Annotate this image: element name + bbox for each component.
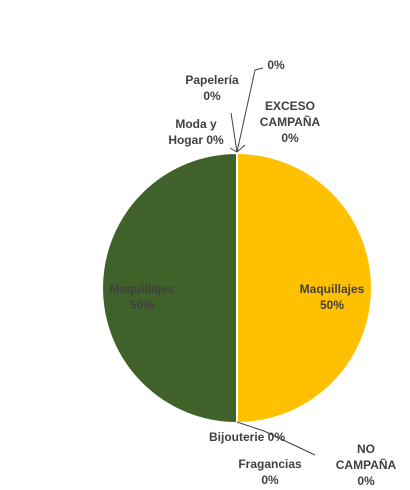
leader-line-no-campana-1 (236, 421, 316, 456)
data-label-no-campana-1: NO CAMPAÑA 0% (336, 442, 397, 488)
data-label-moda-y-hogar-5: Moda y Hogar 0% (168, 117, 224, 147)
leader-lines (229, 67, 316, 456)
data-label-bijouterie-3: Bijouterie 0% (209, 430, 285, 444)
data-labels: Maquillajes 50% NO CAMPAÑA 0% Fragancias 0% Bij… (110, 58, 397, 488)
data-label-papeleria-6: Papelería 0% (185, 73, 239, 103)
leader-line-unlabeled-7 (236, 67, 264, 153)
data-label-fragancias-2: Fragancias 0% (238, 457, 302, 487)
pie-slice-maquillajes-0 (236, 151, 373, 425)
leader-line-papeleria-6 (230, 112, 238, 153)
pie-slices (101, 151, 373, 425)
data-label-unlabeled-7: 0% (267, 58, 285, 72)
data-label-maquillajes-0: Maquillajes 50% (300, 282, 365, 312)
data-label-exceso-campana-8: EXCESO CAMPAÑA 0% (260, 99, 321, 145)
leader-line-moda-y-hogar-5 (229, 147, 238, 153)
pie-slice-maquillajes-4 (101, 151, 238, 425)
leader-line-exceso-campana-8 (236, 144, 246, 153)
data-label-maquillajes-4: Maquillajes 50% (110, 282, 175, 312)
